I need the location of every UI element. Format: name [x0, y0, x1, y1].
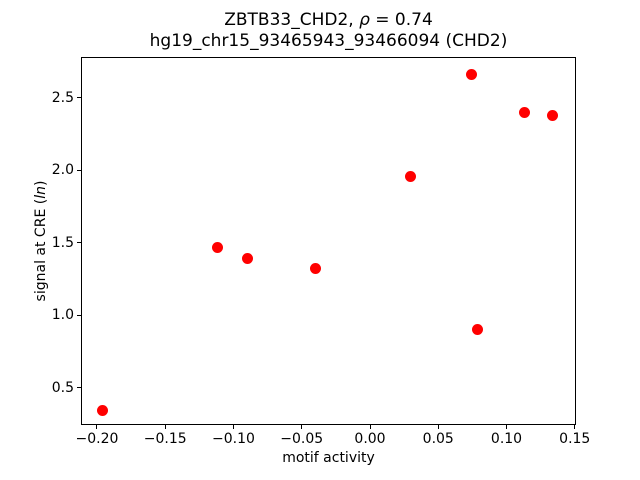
x-tick-mark [506, 425, 507, 429]
title-prefix: ZBTB33_CHD2, [224, 10, 360, 30]
data-point [518, 106, 530, 118]
data-point [241, 253, 253, 265]
data-point [96, 405, 108, 417]
y-tick-mark [77, 314, 81, 316]
chart-title: ZBTB33_CHD2, ρ = 0.74 hg19_chr15_9346594… [81, 10, 576, 52]
data-point [547, 109, 559, 121]
x-tick-mark [301, 425, 303, 429]
x-tick-label: −0.05 [280, 431, 324, 447]
x-tick-mark [232, 425, 234, 429]
y-tick-mark [77, 242, 81, 244]
ylabel-italic-ln: ln [33, 186, 49, 199]
data-point [211, 241, 223, 253]
x-tick-label: 0.15 [559, 431, 591, 447]
y-tick-mark [77, 97, 81, 99]
x-tick-label: −0.20 [75, 431, 119, 447]
y-tick-mark [77, 169, 81, 171]
y-tick-label: 1.5 [51, 234, 74, 251]
data-point [309, 263, 321, 275]
y-tick-label: 2.0 [51, 162, 74, 179]
x-tick-label: 0.05 [422, 431, 454, 447]
x-tick-mark [164, 425, 166, 429]
data-point [465, 69, 477, 81]
title-suffix: = 0.74 [369, 10, 433, 30]
x-tick-label: −0.10 [212, 431, 255, 447]
y-tick-mark [77, 387, 81, 389]
x-axis-label: motif activity [282, 450, 375, 466]
x-tick-mark [96, 425, 98, 429]
x-tick-label: −0.15 [143, 431, 187, 447]
x-tick-mark [369, 425, 371, 429]
x-tick-label: 0.00 [354, 431, 386, 447]
chart-title-line1: ZBTB33_CHD2, ρ = 0.74 [81, 10, 576, 31]
title-rho-symbol: ρ [359, 10, 370, 30]
chart-title-line2: hg19_chr15_93465943_93466094 (CHD2) [149, 31, 508, 51]
ylabel-suffix: ) [33, 180, 49, 187]
plot-area [81, 57, 576, 425]
data-point [472, 324, 484, 336]
ylabel-prefix: signal at CRE ( [33, 198, 49, 302]
y-tick-label: 1.0 [51, 307, 74, 324]
y-tick-label: 2.5 [51, 89, 74, 106]
y-axis-label-text: signal at CRE (ln) [33, 181, 49, 302]
x-tick-mark [574, 425, 576, 429]
x-tick-mark [437, 425, 439, 429]
x-tick-label: 0.10 [490, 431, 523, 447]
y-tick-label: 0.5 [51, 379, 74, 396]
data-point [405, 170, 417, 182]
